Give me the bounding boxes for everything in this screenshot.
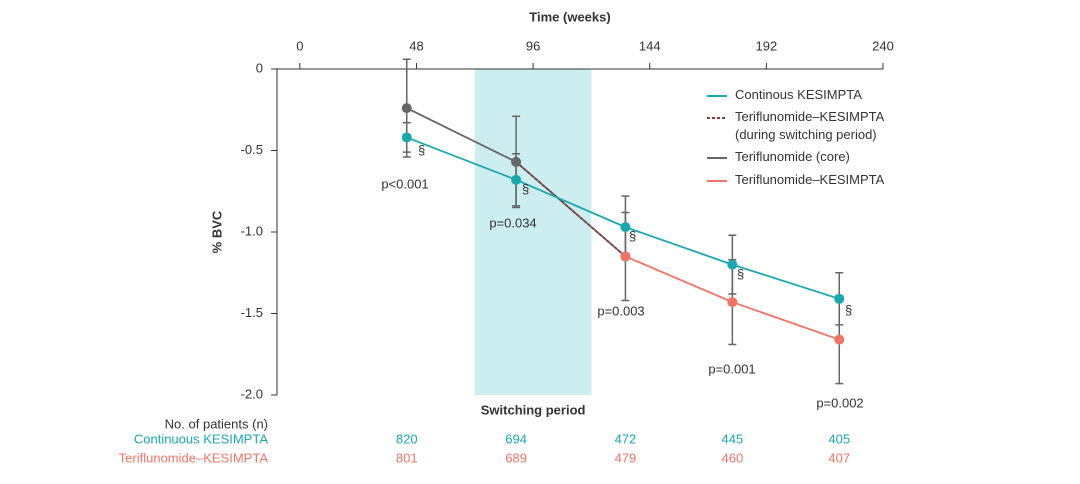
- significance-symbol: §: [737, 266, 744, 281]
- p-value: p=0.003: [597, 303, 644, 318]
- significance-symbol: §: [522, 181, 529, 196]
- x-tick-label: 240: [872, 38, 894, 53]
- y-tick-label: -0.5: [241, 142, 263, 157]
- p-value: p<0.001: [381, 176, 428, 191]
- marker: [401, 132, 412, 143]
- p-value: p=0.002: [816, 395, 863, 410]
- x-tick-label: 96: [526, 38, 540, 53]
- x-tick-label: 192: [756, 38, 778, 53]
- marker: [834, 334, 845, 345]
- legend-line: (during switching period): [735, 127, 877, 142]
- legend-line: Teriflunomide–KESIMPTA: [735, 109, 885, 124]
- patient-count: 405: [828, 431, 850, 446]
- legend-line: Continous KESIMPTA: [735, 87, 862, 102]
- row-label: Teriflunomide–KESIMPTA: [119, 450, 269, 465]
- marker: [727, 297, 738, 308]
- patient-count: 689: [505, 450, 527, 465]
- series-line: [515, 161, 627, 258]
- x-axis-title: Time (weeks): [529, 9, 610, 24]
- x-tick-label: 48: [409, 38, 423, 53]
- row-label: Continuous KESIMPTA: [134, 431, 268, 446]
- patient-count: 801: [396, 450, 418, 465]
- x-tick-label: 144: [639, 38, 661, 53]
- y-tick-label: -1.5: [241, 305, 263, 320]
- patient-count: 460: [721, 450, 743, 465]
- legend-label: Continous KESIMPTA: [735, 87, 862, 102]
- patient-count: 472: [615, 431, 637, 446]
- marker: [834, 293, 845, 304]
- y-tick-label: 0: [256, 60, 263, 75]
- legend-label: Teriflunomide–KESIMPTA: [735, 172, 885, 187]
- patient-count: 694: [505, 431, 527, 446]
- y-axis-title: % BVC: [209, 210, 224, 253]
- legend-line: Teriflunomide (core): [735, 149, 850, 164]
- p-value: p=0.034: [489, 215, 536, 230]
- significance-symbol: §: [418, 142, 425, 157]
- marker: [727, 259, 738, 270]
- legend-label: Teriflunomide–KESIMPTA (during switching …: [735, 109, 885, 142]
- table-title: No. of patients (n): [165, 416, 268, 431]
- marker: [620, 251, 631, 262]
- significance-symbol: §: [629, 228, 636, 243]
- marker: [511, 174, 522, 185]
- patient-count: 479: [615, 450, 637, 465]
- region-label: Switching period: [481, 402, 586, 417]
- y-tick-label: -1.0: [241, 223, 263, 238]
- legend-label: Teriflunomide (core): [735, 149, 850, 164]
- switching-region: [474, 69, 592, 395]
- marker: [511, 156, 522, 167]
- x-tick-label: 0: [296, 38, 303, 53]
- y-tick-label: -2.0: [241, 386, 263, 401]
- p-value: p=0.001: [708, 361, 755, 376]
- significance-symbol: §: [845, 302, 852, 317]
- patient-count: 820: [396, 431, 418, 446]
- patient-count: 407: [828, 450, 850, 465]
- marker: [401, 103, 412, 114]
- legend-line: Teriflunomide–KESIMPTA: [735, 172, 885, 187]
- patient-count: 445: [721, 431, 743, 446]
- marker: [620, 222, 631, 233]
